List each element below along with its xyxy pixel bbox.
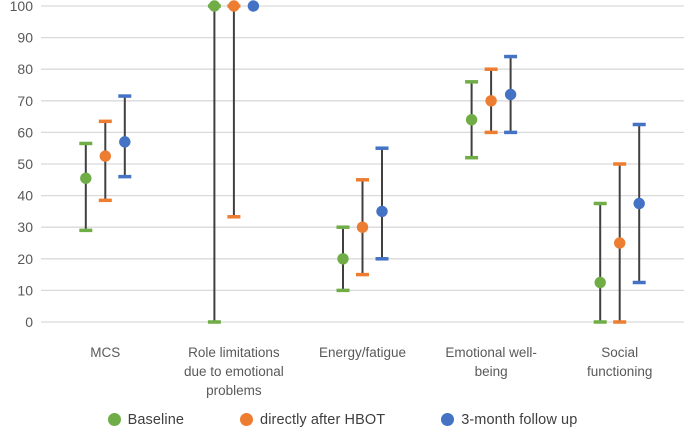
- data-point: [99, 150, 112, 162]
- data-point: [228, 0, 240, 12]
- chart-legend: Baseline directly after HBOT 3-month fol…: [0, 406, 685, 433]
- y-tick-label: 80: [17, 61, 33, 77]
- legend-item-3-month-follow-up: 3-month follow up: [441, 412, 577, 428]
- y-tick-label: 30: [17, 219, 33, 235]
- data-point: [633, 197, 645, 210]
- legend-item-directly-after-hbot: directly after HBOT: [240, 412, 385, 428]
- y-tick-label: 60: [17, 124, 33, 140]
- data-point: [356, 221, 369, 233]
- y-tick-label: 100: [10, 0, 34, 14]
- data-point: [465, 114, 478, 126]
- data-point: [594, 276, 606, 289]
- series-3-month-follow-up: [118, 0, 646, 285]
- x-category-label: functioning: [587, 364, 652, 379]
- y-tick-label: 0: [25, 314, 33, 330]
- data-point: [504, 88, 517, 101]
- x-category-label: MCS: [90, 345, 120, 360]
- y-tick-label: 20: [17, 251, 33, 267]
- data-point: [485, 95, 497, 107]
- data-point: [376, 205, 388, 218]
- y-axis-tick-labels: 0 10 20 30 40 50 60 70 80 90 100: [10, 0, 34, 330]
- x-category-label: being: [475, 364, 508, 379]
- y-tick-label: 40: [17, 188, 33, 204]
- directly-after-hbot-marker-icon: [240, 413, 254, 426]
- y-tick-label: 50: [17, 156, 33, 172]
- legend-item-baseline: Baseline: [107, 411, 185, 428]
- x-category-label: Emotional well-: [445, 345, 537, 360]
- data-point: [614, 237, 626, 249]
- data-point: [247, 0, 260, 12]
- legend-label: Baseline: [127, 411, 185, 428]
- y-tick-label: 90: [17, 30, 33, 46]
- legend-label: directly after HBOT: [260, 411, 386, 428]
- x-category-label: Energy/fatigue: [319, 345, 406, 360]
- y-tick-label: 70: [17, 93, 33, 109]
- data-point: [208, 0, 221, 12]
- plot-area: 0 10 20 30 40 50 60 70 80 90 100 MCS Role limitation…: [10, 0, 684, 398]
- x-category-label: Role limitations: [188, 345, 280, 360]
- x-category-label: problems: [206, 383, 262, 398]
- data-point: [119, 136, 131, 148]
- legend-label: 3-month follow up: [461, 411, 578, 428]
- three-month-follow-up-marker-icon: [441, 413, 455, 426]
- y-tick-label: 10: [17, 282, 33, 298]
- series-baseline: [79, 0, 607, 324]
- data-point: [337, 253, 349, 265]
- data-point: [80, 172, 92, 184]
- baseline-marker-icon: [107, 413, 121, 426]
- plot-svg: 0 10 20 30 40 50 60 70 80 90 100 MCS Role limitation…: [10, 0, 684, 398]
- series-directly-after-hbot: [98, 0, 627, 324]
- x-category-label: Social: [601, 345, 638, 360]
- x-axis-category-labels: MCS Role limitations due to emotional probl…: [90, 345, 652, 398]
- x-category-label: due to emotional: [184, 364, 284, 379]
